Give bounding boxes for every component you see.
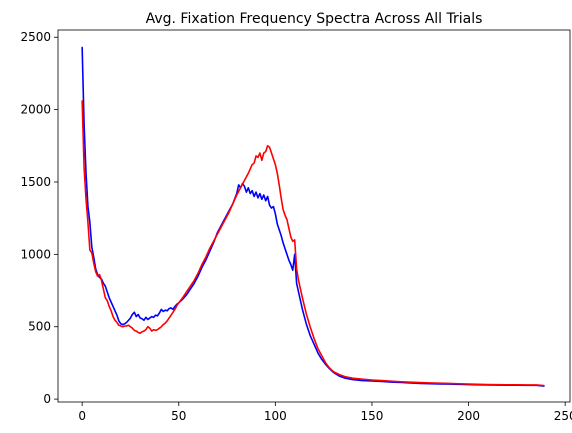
- x-tick-label: 250: [554, 409, 572, 423]
- y-tick-label: 2000: [20, 103, 51, 117]
- series-layer: [81, 46, 545, 387]
- x-tick-label: 200: [457, 409, 480, 423]
- chart-title: Avg. Fixation Frequency Spectra Across A…: [146, 11, 483, 27]
- x-tick-label: 50: [171, 409, 186, 423]
- y-tick-label: 0: [43, 392, 51, 406]
- x-tick-label: 150: [361, 409, 384, 423]
- series-line-2: [81, 100, 545, 387]
- y-tick-label: 2500: [20, 30, 51, 44]
- x-axis: 0 50 100 150 200 250: [78, 402, 572, 423]
- x-tick-label: 0: [78, 409, 86, 423]
- x-tick-label: 100: [264, 409, 287, 423]
- y-axis: 0 500 1000 1500 2000 2500: [20, 30, 58, 406]
- plot-frame: [57, 29, 571, 403]
- y-tick-label: 1000: [20, 247, 51, 261]
- y-tick-label: 1500: [20, 175, 51, 189]
- y-tick-label: 500: [28, 320, 51, 334]
